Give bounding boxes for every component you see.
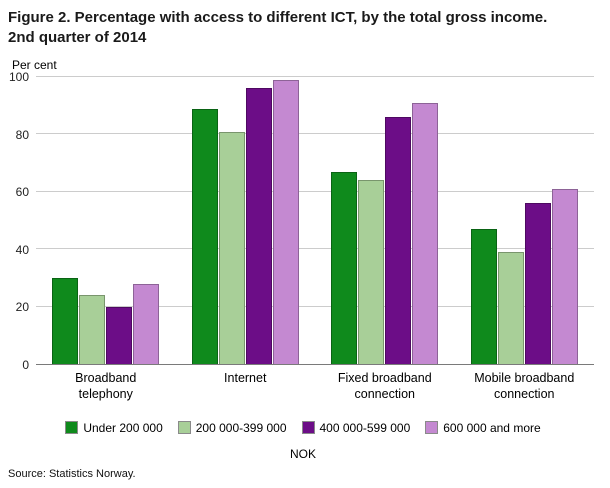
bar [412, 102, 439, 364]
bar [385, 117, 412, 364]
bar-group [36, 77, 176, 364]
gridline [36, 248, 594, 250]
bar [218, 131, 245, 364]
y-tick-label: 60 [15, 185, 29, 200]
figure-title: Figure 2. Percentage with access to diff… [8, 8, 598, 47]
legend-label: 600 000 and more [443, 420, 541, 435]
bar [79, 295, 106, 364]
bar [331, 171, 358, 364]
y-tick-label: 20 [15, 300, 29, 315]
legend-item: 600 000 and more [425, 420, 541, 435]
legend-swatch [301, 421, 315, 434]
bar [52, 277, 79, 364]
x-axis-label: Mobile broadband connection [474, 371, 575, 402]
x-axis-label: Fixed broadband connection [337, 371, 432, 402]
bar [106, 306, 133, 364]
bar-group [315, 77, 455, 364]
bar-group [455, 77, 595, 364]
bar [551, 188, 578, 364]
bar [470, 229, 497, 364]
legend-item: Under 200 000 [65, 420, 163, 435]
bar [358, 180, 385, 364]
bar [524, 203, 551, 364]
legend-swatch [425, 421, 439, 434]
legend-swatch [65, 421, 79, 434]
legend-item: 200 000-399 000 [177, 420, 287, 435]
gridline [36, 133, 594, 135]
bar [497, 252, 524, 364]
source-note: Source: Statistics Norway. [8, 468, 136, 480]
plot-area [36, 76, 595, 365]
bar-chart: 0 20 40 60 80 100 [8, 70, 595, 372]
x-axis-label: Broadband telephony [75, 371, 137, 402]
y-tick-label: 40 [15, 242, 29, 257]
y-axis-title: Per cent [12, 58, 57, 72]
bar [272, 79, 299, 364]
y-tick-label: 80 [15, 127, 29, 142]
legend: Under 200 000 200 000-399 000 400 000-599 … [8, 421, 598, 435]
y-tick-label: 0 [22, 358, 29, 372]
x-axis-labels: Broadband telephony Internet Fixed broadba… [36, 370, 594, 403]
gridline [36, 190, 594, 192]
legend-label: 200 000-399 000 [195, 420, 287, 435]
bar [245, 88, 272, 364]
y-tick-label: 100 [8, 70, 29, 84]
figure-title-line2: 2nd quarter of 2014 [8, 28, 147, 46]
gridline [36, 76, 594, 77]
gridline [36, 305, 594, 307]
bar [191, 108, 218, 364]
legend-item: 400 000-599 000 [301, 420, 411, 435]
legend-label: Under 200 000 [83, 420, 163, 435]
figure-title-line1: Figure 2. Percentage with access to diff… [8, 9, 548, 26]
legend-label: 400 000-599 000 [319, 420, 411, 435]
legend-axis-label: NOK [289, 446, 316, 461]
legend-swatch [177, 421, 191, 434]
bar-group [176, 77, 316, 364]
bar [133, 283, 160, 364]
x-axis-label: Internet [224, 371, 267, 385]
y-axis: 0 20 40 60 80 100 [8, 70, 36, 372]
